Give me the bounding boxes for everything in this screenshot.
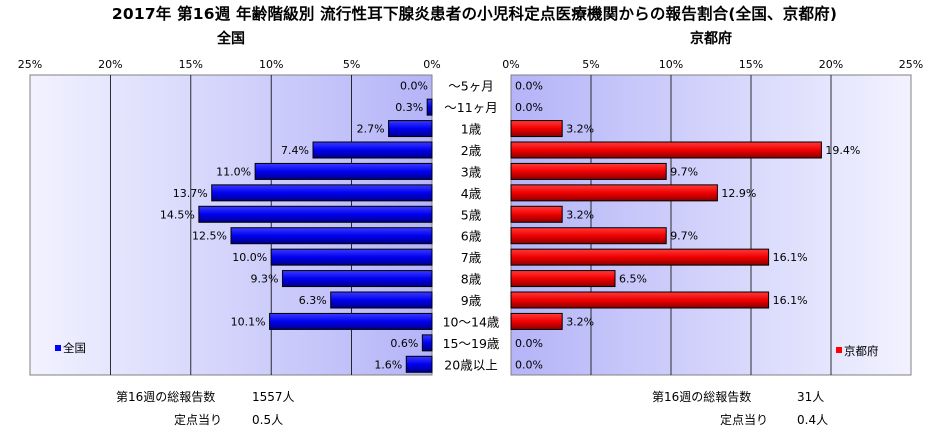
national-tick-label: 0% [423,58,440,71]
kyoto-bar [510,227,667,245]
category-label: 2歳 [461,143,482,158]
category-label: 9歳 [461,293,482,308]
category-label: 10～14歳 [443,314,500,329]
national-tick-label: 15% [179,58,203,71]
national-bar [405,355,433,373]
national-total-value: 1557人 [252,390,295,404]
national-data-label: 1.6% [374,358,402,371]
national-bar [211,184,433,202]
national-data-label: 10.0% [232,251,267,264]
category-label: 3歳 [461,164,482,179]
category-label: 4歳 [461,186,482,201]
kyoto-data-label: 9.7% [670,230,698,243]
kyoto-data-label: 0.0% [515,101,543,114]
national-bar [312,141,433,159]
kyoto-tick-label: 25% [899,58,923,71]
kyoto-tick-label: 5% [582,58,599,71]
category-label: ～11ヶ月 [444,100,497,115]
kyoto-data-label: 6.5% [619,273,647,286]
kyoto-total-value: 31人 [797,390,825,404]
category-label: 15～19歳 [443,336,500,351]
kyoto-legend-label: 京都府 [844,344,879,358]
kyoto-bar [510,291,770,309]
national-data-label: 0.6% [390,337,418,350]
national-data-label: 2.7% [357,123,385,136]
national-tick-label: 20% [98,58,122,71]
national-legend-label: 全国 [63,341,86,355]
kyoto-bar [510,312,563,330]
national-tick-label: 25% [18,58,42,71]
national-panel-title: 全国 [216,30,245,47]
national-tick-label: 5% [343,58,360,71]
kyoto-tick-label: 10% [659,58,683,71]
national-data-label: 14.5% [160,208,195,221]
national-bar [388,120,433,138]
kyoto-data-label: 3.2% [566,208,594,221]
kyoto-bar [510,270,616,288]
national-per-site-label: 定点当り [174,413,223,427]
kyoto-data-label: 9.7% [670,165,698,178]
national-bar [198,205,433,223]
category-label: 20歳以上 [444,357,497,372]
national-bar [254,162,433,180]
national-data-label: 13.7% [173,187,208,200]
national-bar [330,291,433,309]
national-bar [421,334,433,352]
national-data-label: 11.0% [216,165,251,178]
national-data-label: 12.5% [192,230,227,243]
national-data-label: 7.4% [281,144,309,157]
category-label: 7歳 [461,250,482,265]
kyoto-data-label: 3.2% [566,123,594,136]
category-label: 1歳 [461,122,482,137]
kyoto-data-label: 19.4% [825,144,860,157]
national-bar [281,270,433,288]
kyoto-plot-area [510,74,912,376]
kyoto-tick-label: 20% [819,58,843,71]
national-data-label: 10.1% [231,315,266,328]
kyoto-legend-swatch [836,347,842,353]
kyoto-data-label: 16.1% [773,294,808,307]
kyoto-data-label: 3.2% [566,315,594,328]
category-label: ～5ヶ月 [448,79,493,94]
kyoto-per-site-value: 0.4人 [797,413,829,427]
national-bar [426,98,433,116]
national-plot-area [29,74,433,376]
kyoto-data-label: 12.9% [721,187,756,200]
national-data-label: 6.3% [299,294,327,307]
kyoto-total-label: 第16週の総報告数 [652,390,752,404]
national-bar [270,248,433,266]
category-label: 5歳 [461,207,482,222]
chart-title: 2017年 第16週 年齢階級別 流行性耳下腺炎患者の小児科定点医療機関からの報… [111,5,838,23]
kyoto-data-label: 0.0% [515,80,543,93]
kyoto-bar [510,120,563,138]
kyoto-bar [510,162,667,180]
kyoto-data-label: 0.0% [515,358,543,371]
national-data-label: 0.3% [395,101,423,114]
kyoto-data-label: 16.1% [773,251,808,264]
kyoto-bar [510,141,822,159]
kyoto-tick-label: 0% [502,58,519,71]
kyoto-bar [510,184,718,202]
national-per-site-value: 0.5人 [252,413,284,427]
national-bar [269,312,433,330]
kyoto-data-label: 0.0% [515,337,543,350]
kyoto-bar [510,248,770,266]
kyoto-panel-title: 京都府 [690,30,732,47]
kyoto-tick-label: 15% [739,58,763,71]
national-tick-label: 10% [259,58,283,71]
kyoto-per-site-label: 定点当り [720,413,769,427]
kyoto-bar [510,205,563,223]
category-label: 8歳 [461,272,482,287]
national-bar [230,227,433,245]
category-label: 6歳 [461,229,482,244]
national-data-label: 9.3% [251,273,279,286]
national-total-label: 第16週の総報告数 [116,390,216,404]
national-data-label: 0.0% [400,80,428,93]
national-legend-swatch [55,345,61,351]
